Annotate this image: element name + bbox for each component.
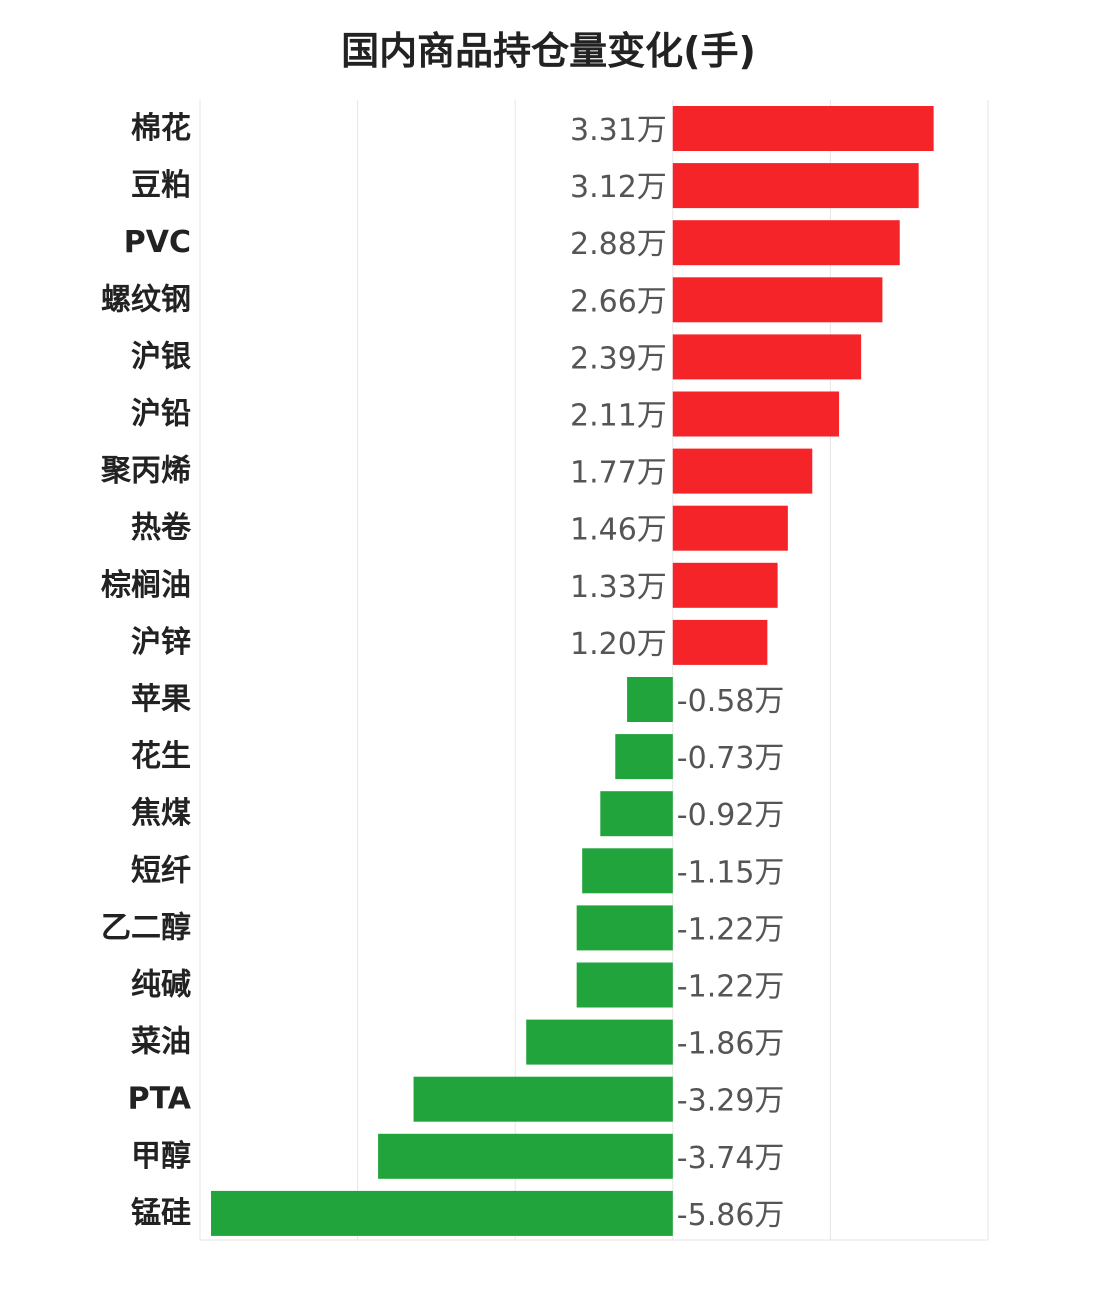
- category-label: 锰硅: [131, 1196, 191, 1231]
- value-label: -0.58万: [677, 684, 785, 719]
- category-label: 短纤: [131, 853, 191, 888]
- bar: [672, 619, 768, 665]
- value-label: 2.39万: [570, 341, 667, 376]
- value-label: -5.86万: [677, 1198, 785, 1233]
- bar-layer: [211, 106, 934, 1236]
- chart-title: 国内商品持仓量变化(手): [341, 29, 756, 73]
- category-label: 沪铅: [131, 397, 191, 432]
- category-label: 沪锌: [131, 625, 191, 660]
- bar: [672, 562, 778, 608]
- bar: [627, 677, 673, 722]
- bar: [576, 962, 673, 1008]
- category-label: 棉花: [131, 111, 191, 146]
- value-label: -0.92万: [677, 798, 785, 833]
- bar: [672, 391, 840, 437]
- value-label: -3.29万: [677, 1084, 785, 1119]
- category-label: 苹果: [131, 682, 191, 717]
- category-label: 棕榈油: [101, 568, 191, 603]
- value-label: -0.73万: [677, 741, 785, 776]
- bar: [600, 791, 673, 837]
- category-label: 乙二醇: [101, 910, 191, 945]
- category-label: PVC: [124, 225, 191, 260]
- value-label: 2.88万: [570, 227, 667, 262]
- category-label: 豆粕: [131, 168, 191, 203]
- value-label: 1.33万: [570, 570, 667, 605]
- bar: [672, 277, 883, 323]
- category-label: 花生: [131, 739, 191, 774]
- bar: [672, 505, 788, 551]
- category-label: 菜油: [131, 1025, 191, 1060]
- bar: [413, 1076, 673, 1122]
- value-label: 3.31万: [570, 113, 667, 148]
- bar: [672, 334, 862, 380]
- value-label: -1.22万: [677, 912, 785, 947]
- bar: [672, 106, 934, 151]
- category-label: 沪银: [131, 339, 191, 374]
- value-label: 2.11万: [570, 399, 667, 434]
- category-label: 纯碱: [131, 968, 191, 1003]
- bar: [378, 1133, 673, 1179]
- bar: [615, 734, 673, 780]
- category-label: PTA: [128, 1082, 192, 1117]
- category-label: 聚丙烯: [100, 454, 191, 489]
- value-label: 3.12万: [570, 170, 667, 205]
- value-label: 2.66万: [570, 284, 667, 319]
- bar: [672, 448, 813, 494]
- value-label: 1.77万: [570, 456, 667, 491]
- bar: [526, 1019, 673, 1065]
- bar: [582, 848, 673, 894]
- bar: [672, 220, 900, 266]
- value-label: -3.74万: [677, 1141, 785, 1176]
- category-label: 焦煤: [131, 796, 191, 831]
- grid-layer: [199, 100, 989, 1241]
- value-label: 1.46万: [570, 513, 667, 548]
- value-label: 1.20万: [570, 627, 667, 662]
- bar: [672, 163, 919, 209]
- value-label: -1.15万: [677, 855, 785, 890]
- category-label: 热卷: [131, 511, 192, 546]
- bar: [211, 1190, 673, 1236]
- bar: [576, 905, 673, 951]
- category-label: 甲醇: [131, 1139, 191, 1174]
- value-label: -1.22万: [677, 970, 785, 1005]
- category-label: 螺纹钢: [101, 282, 191, 317]
- value-label: -1.86万: [677, 1027, 785, 1062]
